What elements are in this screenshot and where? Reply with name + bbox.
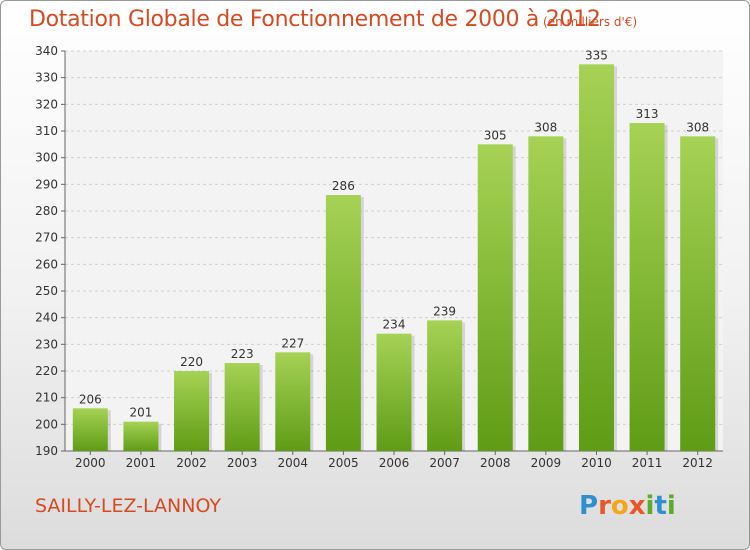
bar-value-label: 206 — [79, 392, 102, 406]
y-tick-label: 280 — [35, 204, 58, 218]
bar — [325, 195, 361, 451]
brand-letter: i — [666, 491, 676, 521]
brand-letter: o — [610, 491, 629, 521]
bar-value-label: 201 — [129, 406, 152, 420]
y-tick-label: 310 — [35, 124, 58, 138]
y-tick-label: 300 — [35, 151, 58, 165]
bar-value-label: 308 — [686, 120, 709, 134]
bar — [376, 333, 412, 451]
x-tick-label: 2012 — [682, 456, 713, 470]
bar — [174, 371, 210, 451]
x-tick-label: 2001 — [126, 456, 157, 470]
brand-letter: t — [654, 491, 667, 521]
x-tick-label: 2004 — [277, 456, 308, 470]
x-tick-label: 2007 — [429, 456, 460, 470]
bar — [680, 136, 716, 452]
commune-name: SAILLY-LEZ-LANNOY — [35, 495, 221, 517]
y-tick-label: 230 — [35, 337, 58, 351]
y-tick-label: 200 — [35, 417, 58, 431]
y-tick-label: 260 — [35, 257, 58, 271]
bar-value-label: 286 — [332, 179, 355, 193]
bar — [477, 144, 513, 452]
y-tick-label: 330 — [35, 71, 58, 85]
bar — [224, 363, 260, 451]
bar-value-label: 239 — [433, 304, 456, 318]
bar — [629, 123, 665, 451]
bar-value-label: 220 — [180, 355, 203, 369]
x-tick-label: 2000 — [75, 456, 106, 470]
bar-value-label: 305 — [484, 128, 507, 142]
chart-title: Dotation Globale de Fonctionnement de 20… — [29, 7, 601, 32]
y-tick-label: 250 — [35, 284, 58, 298]
y-tick-label: 290 — [35, 177, 58, 191]
bar — [72, 408, 108, 451]
y-tick-label: 270 — [35, 231, 58, 245]
brand-letter: i — [645, 491, 655, 521]
x-tick-label: 2006 — [379, 456, 410, 470]
y-tick-label: 340 — [35, 44, 58, 58]
x-tick-label: 2002 — [176, 456, 207, 470]
bar-value-label: 223 — [231, 347, 254, 361]
brand-letter: x — [628, 491, 646, 521]
y-tick-label: 320 — [35, 97, 58, 111]
bar — [123, 421, 159, 451]
brand-letter: P — [579, 491, 599, 521]
bar-value-label: 227 — [281, 336, 304, 350]
x-tick-label: 2009 — [531, 456, 562, 470]
bar-value-label: 313 — [636, 107, 659, 121]
bar — [275, 352, 311, 451]
brand-logo: Proxiti — [579, 491, 676, 521]
x-tick-label: 2005 — [328, 456, 359, 470]
bar-value-label: 335 — [585, 48, 608, 62]
bar — [578, 64, 614, 452]
bar — [427, 320, 463, 451]
x-tick-label: 2008 — [480, 456, 511, 470]
bar — [528, 136, 564, 452]
y-tick-label: 240 — [35, 311, 58, 325]
y-tick-label: 220 — [35, 364, 58, 378]
bar-value-label: 308 — [534, 120, 557, 134]
x-tick-label: 2003 — [227, 456, 258, 470]
chart-unit: (en milliers d'€) — [543, 15, 638, 29]
bar-value-label: 234 — [383, 318, 406, 332]
brand-letter: r — [598, 491, 611, 521]
x-tick-label: 2010 — [581, 456, 612, 470]
y-tick-label: 210 — [35, 391, 58, 405]
y-tick-label: 190 — [35, 444, 58, 458]
x-tick-label: 2011 — [632, 456, 663, 470]
